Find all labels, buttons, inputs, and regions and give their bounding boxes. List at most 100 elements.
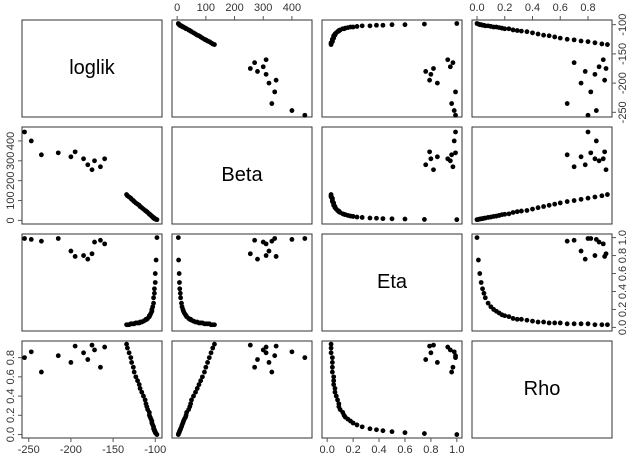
point <box>451 138 457 144</box>
point <box>247 251 253 257</box>
point <box>588 236 594 241</box>
point <box>266 360 272 365</box>
point <box>475 257 481 263</box>
point <box>605 42 610 47</box>
point <box>603 167 609 173</box>
point <box>68 154 74 160</box>
point <box>423 357 429 362</box>
point <box>260 64 266 70</box>
point <box>593 108 599 113</box>
point <box>85 162 91 168</box>
point <box>564 152 570 158</box>
panel <box>321 233 463 332</box>
point <box>125 345 130 351</box>
point <box>128 355 134 361</box>
point <box>427 77 432 83</box>
point <box>212 322 217 328</box>
point <box>302 355 308 361</box>
point <box>38 369 44 375</box>
point <box>272 89 278 95</box>
point <box>289 349 295 355</box>
point <box>431 342 436 348</box>
point <box>81 253 86 258</box>
point <box>585 195 591 201</box>
point <box>588 150 594 156</box>
point <box>434 360 440 365</box>
point <box>453 353 458 359</box>
point <box>28 349 34 355</box>
x-tick-label: 0.8 <box>423 444 438 456</box>
point <box>510 316 516 321</box>
variable-name: Beta <box>221 164 263 186</box>
point <box>272 236 278 241</box>
point <box>269 101 275 106</box>
point <box>502 313 508 319</box>
point <box>333 393 339 399</box>
point <box>585 321 591 327</box>
point <box>423 69 429 74</box>
point <box>380 428 386 434</box>
point <box>328 192 334 197</box>
point <box>445 344 451 350</box>
point <box>331 382 337 387</box>
point <box>530 318 535 324</box>
point <box>389 22 395 28</box>
point <box>588 89 594 95</box>
panel <box>171 19 313 118</box>
point <box>530 206 535 212</box>
point <box>596 158 602 164</box>
point <box>198 378 204 384</box>
point <box>434 80 440 86</box>
point <box>454 432 460 437</box>
y-tick-label: 0.2 <box>5 408 17 423</box>
point <box>445 57 451 63</box>
point <box>194 385 200 391</box>
point <box>22 355 27 361</box>
y-tick-label: -100 <box>617 14 629 36</box>
x-tick-label: 0.4 <box>371 444 386 456</box>
point <box>92 347 97 353</box>
x-tick-label: 0.0 <box>469 2 484 14</box>
point <box>552 34 558 40</box>
point <box>481 290 487 296</box>
x-tick-label: 0.6 <box>397 444 412 456</box>
point <box>137 385 143 391</box>
point <box>367 23 373 29</box>
point <box>423 162 429 168</box>
point <box>603 251 609 257</box>
point <box>602 149 608 155</box>
point <box>585 129 591 135</box>
point <box>329 360 335 365</box>
point <box>389 216 395 222</box>
point <box>564 321 570 327</box>
point <box>482 295 488 301</box>
point <box>603 66 609 71</box>
point <box>266 248 272 254</box>
point <box>450 60 456 66</box>
point <box>524 29 530 35</box>
point <box>582 162 588 168</box>
panel <box>471 126 613 225</box>
point <box>485 300 491 306</box>
point <box>380 216 386 222</box>
y-tick-label: 0.6 <box>617 266 629 281</box>
point <box>450 364 456 370</box>
point <box>541 204 546 209</box>
point <box>449 101 455 106</box>
point <box>302 236 308 241</box>
point <box>89 251 95 257</box>
point <box>129 360 135 365</box>
point <box>331 374 337 380</box>
y-tick-label: 100 <box>5 191 17 209</box>
point <box>136 382 142 387</box>
point <box>178 295 184 301</box>
panel <box>471 340 613 439</box>
y-tick-label: 0.4 <box>617 284 629 299</box>
point <box>447 64 453 70</box>
point <box>28 138 34 144</box>
x-tick-label: 0.8 <box>580 2 595 14</box>
point <box>518 208 524 214</box>
point <box>453 150 458 156</box>
point <box>68 360 74 365</box>
panel <box>471 233 613 332</box>
